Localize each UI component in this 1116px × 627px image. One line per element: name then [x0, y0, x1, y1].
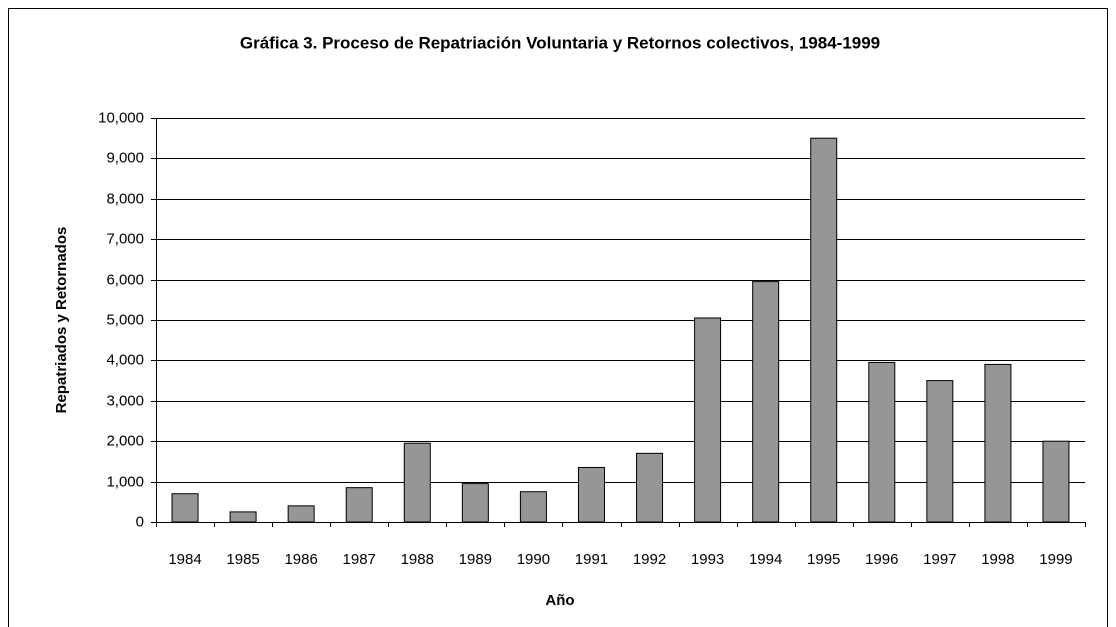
- bar: [810, 137, 838, 523]
- x-tick-label: 1987: [343, 551, 376, 568]
- x-tick-label: 1991: [575, 551, 608, 568]
- bar: [577, 466, 605, 523]
- x-tick-label: 1993: [691, 551, 724, 568]
- x-tick-label: 1986: [284, 551, 317, 568]
- y-axis-title: Repatriados y Retornados: [53, 227, 70, 414]
- x-tick-label: 1988: [401, 551, 434, 568]
- bar: [461, 483, 489, 523]
- y-tick-label: 6,000: [106, 271, 144, 288]
- bar: [229, 511, 257, 523]
- bar: [287, 505, 315, 523]
- x-tick-label: 1990: [517, 551, 550, 568]
- y-tick-label: 3,000: [106, 392, 144, 409]
- y-tick-label: 8,000: [106, 190, 144, 207]
- bar: [984, 363, 1012, 523]
- x-tick-label: 1997: [923, 551, 956, 568]
- bar: [636, 452, 664, 523]
- bar: [519, 491, 547, 523]
- x-tick-label: 1985: [226, 551, 259, 568]
- x-tick-label: 1984: [168, 551, 201, 568]
- x-tick-label: 1989: [459, 551, 492, 568]
- chart-title: Gráfica 3. Proceso de Repatriación Volun…: [240, 33, 880, 52]
- x-tick-label: 1999: [1039, 551, 1072, 568]
- bar: [403, 442, 431, 523]
- bar: [694, 317, 722, 523]
- x-tick-label: 1995: [807, 551, 840, 568]
- x-tick-label: 1998: [981, 551, 1014, 568]
- y-tick-label: 4,000: [106, 351, 144, 368]
- y-tick-label: 10,000: [98, 109, 144, 126]
- bar: [868, 361, 896, 523]
- y-tick-label: 2,000: [106, 432, 144, 449]
- y-tick-label: 5,000: [106, 311, 144, 328]
- y-tick-label: 1,000: [106, 473, 144, 490]
- bar: [171, 493, 199, 523]
- x-tick-label: 1994: [749, 551, 782, 568]
- x-tick-label: 1996: [865, 551, 898, 568]
- bar: [345, 487, 373, 523]
- chart-frame: [8, 8, 1108, 627]
- y-tick-label: 0: [136, 513, 144, 530]
- bar: [1042, 440, 1070, 523]
- y-tick-label: 7,000: [106, 230, 144, 247]
- bar: [926, 380, 954, 523]
- x-tick-label: 1992: [633, 551, 666, 568]
- x-axis-title: Año: [545, 592, 574, 609]
- bar: [752, 281, 780, 523]
- y-tick-label: 9,000: [106, 149, 144, 166]
